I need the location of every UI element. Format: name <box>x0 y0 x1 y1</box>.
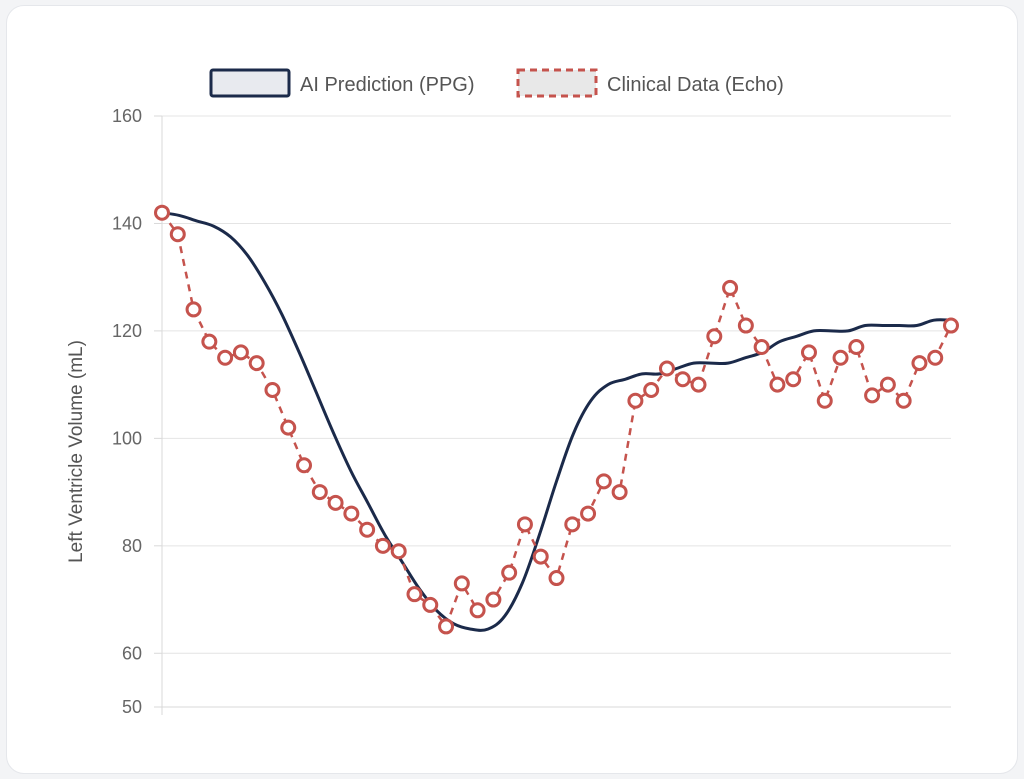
legend: AI Prediction (PPG) Clinical Data (Echo) <box>209 68 784 98</box>
chart-card <box>6 5 1018 774</box>
clinical-data-point-35[interactable] <box>706 328 723 345</box>
clinical-data-point-36[interactable] <box>722 279 739 296</box>
clinical-data-point-13[interactable] <box>359 521 376 538</box>
clinical-data-point-20[interactable] <box>469 602 486 619</box>
clinical-data-point-33[interactable] <box>674 371 691 388</box>
clinical-data-point-18[interactable] <box>438 618 455 635</box>
y-tick-label-160: 160 <box>112 106 142 126</box>
y-tick-label-80: 80 <box>122 536 142 556</box>
clinical-data-point-27[interactable] <box>580 505 597 522</box>
clinical-data-point-22[interactable] <box>501 564 518 581</box>
clinical-data-point-12[interactable] <box>343 505 360 522</box>
clinical-data-point-46[interactable] <box>879 376 896 393</box>
clinical-data-point-29[interactable] <box>611 484 628 501</box>
clinical-data-point-0[interactable] <box>154 204 170 221</box>
clinical-data-point-17[interactable] <box>422 596 439 613</box>
clinical-data-point-32[interactable] <box>658 360 675 377</box>
clinical-data-point-14[interactable] <box>374 537 391 554</box>
clinical-data-point-28[interactable] <box>595 473 612 490</box>
clinical-data-point-30[interactable] <box>627 392 644 409</box>
series-line-ai-prediction <box>160 211 953 632</box>
legend-item-ai-prediction[interactable]: AI Prediction (PPG) <box>209 68 475 98</box>
legend-item-clinical-data[interactable]: Clinical Data (Echo) <box>516 68 784 98</box>
y-tick-label-100: 100 <box>112 428 142 448</box>
y-tick-label-120: 120 <box>112 321 142 341</box>
clinical-data-point-5[interactable] <box>232 344 249 361</box>
clinical-data-point-50[interactable] <box>943 317 959 334</box>
clinical-data-point-26[interactable] <box>564 516 581 533</box>
clinical-data-point-24[interactable] <box>532 548 549 565</box>
clinical-data-point-23[interactable] <box>516 516 533 533</box>
legend-swatch-ai-prediction <box>209 68 291 98</box>
clinical-data-point-31[interactable] <box>643 382 660 399</box>
y-tick-label-50: 50 <box>122 697 142 717</box>
y-axis-ticks: 50 60 80 100 120 140 160 <box>112 106 162 717</box>
clinical-data-point-49[interactable] <box>927 349 944 366</box>
clinical-data-point-39[interactable] <box>769 376 786 393</box>
clinical-data-point-34[interactable] <box>690 376 707 393</box>
clinical-data-point-8[interactable] <box>280 419 297 436</box>
clinical-data-point-48[interactable] <box>911 355 928 372</box>
clinical-data-point-44[interactable] <box>848 339 865 356</box>
clinical-data-point-43[interactable] <box>832 349 849 366</box>
clinical-data-point-7[interactable] <box>264 382 281 399</box>
clinical-data-point-25[interactable] <box>548 570 565 587</box>
clinical-data-point-41[interactable] <box>800 344 817 361</box>
clinical-data-point-4[interactable] <box>217 349 234 366</box>
legend-label-ai-prediction: AI Prediction (PPG) <box>300 74 475 96</box>
clinical-data-point-10[interactable] <box>311 484 328 501</box>
legend-swatch-clinical-data <box>516 68 598 98</box>
clinical-data-point-21[interactable] <box>485 591 502 608</box>
clinical-data-point-2[interactable] <box>185 301 202 318</box>
series-layer <box>154 204 959 635</box>
series-line-clinical-data <box>160 211 953 630</box>
clinical-data-point-37[interactable] <box>737 317 754 334</box>
clinical-data-point-40[interactable] <box>785 371 802 388</box>
clinical-data-point-42[interactable] <box>816 392 833 409</box>
y-axis-title: Left Ventricle Volume (mL) <box>66 340 87 563</box>
clinical-data-point-9[interactable] <box>296 457 313 474</box>
clinical-data-point-38[interactable] <box>753 339 770 356</box>
legend-label-clinical-data: Clinical Data (Echo) <box>607 74 784 96</box>
clinical-data-point-11[interactable] <box>327 494 344 511</box>
clinical-data-point-6[interactable] <box>248 355 265 372</box>
y-tick-label-60: 60 <box>122 643 142 663</box>
clinical-data-point-1[interactable] <box>169 226 186 243</box>
clinical-data-point-47[interactable] <box>895 392 912 409</box>
clinical-data-point-3[interactable] <box>201 333 218 350</box>
clinical-data-point-19[interactable] <box>453 575 470 592</box>
clinical-data-point-16[interactable] <box>406 586 423 603</box>
y-tick-label-140: 140 <box>112 213 142 233</box>
clinical-data-point-45[interactable] <box>864 387 881 404</box>
clinical-data-point-15[interactable] <box>390 543 407 560</box>
